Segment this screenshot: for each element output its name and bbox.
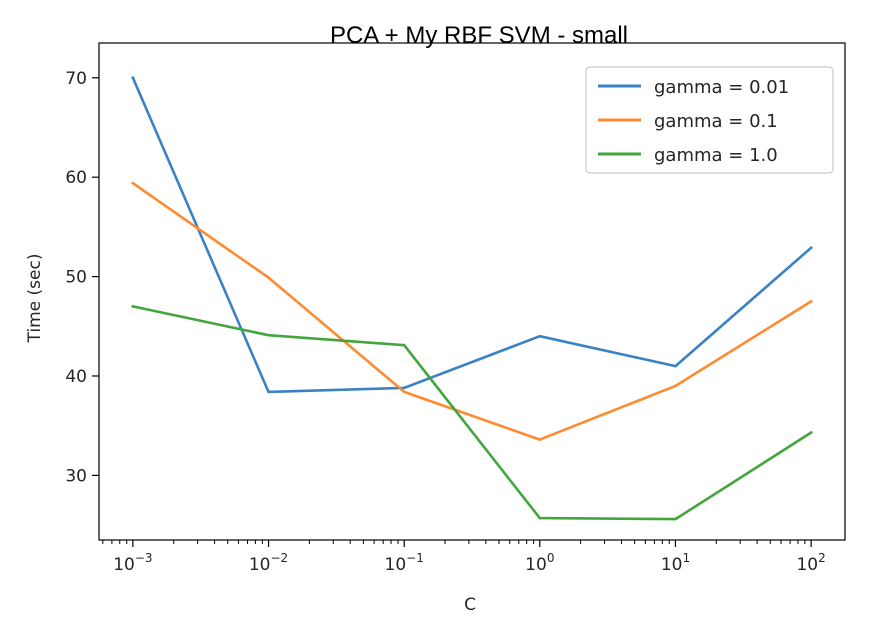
y-tick-label: 30 (65, 466, 87, 486)
series-line-1 (131, 76, 813, 394)
data-point (674, 517, 677, 521)
legend-entry: gamma = 0.1 (654, 111, 778, 132)
data-point (674, 384, 677, 388)
axis-ticks: 10−3 10−2 10−1 100 101 102 30 40 50 60 70 (65, 69, 825, 575)
legend-box (585, 66, 834, 174)
data-point (131, 76, 135, 80)
data-point (674, 364, 677, 368)
data-point (267, 390, 270, 394)
x-tick-label: 10−1 (385, 551, 424, 575)
y-tick-label: 40 (65, 367, 87, 387)
x-axis-label: C (464, 595, 476, 615)
data-point (402, 386, 406, 390)
y-tick-label: 60 (65, 168, 87, 188)
chart-title: PCA + My RBF SVM - small (330, 22, 628, 49)
x-tick-label: 100 (525, 551, 554, 575)
legend: gamma = 0.01 gamma = 0.1 gamma = 1.0 (585, 66, 834, 174)
y-tick-label: 50 (65, 268, 87, 288)
x-tick-label: 101 (661, 551, 690, 575)
data-point (267, 333, 270, 337)
data-point (809, 431, 813, 434)
legend-entry: gamma = 0.01 (654, 77, 789, 98)
data-point (538, 438, 542, 441)
data-point (131, 181, 135, 185)
data-point (267, 276, 270, 279)
data-point (538, 516, 542, 520)
x-tick-label: 10−2 (249, 551, 288, 575)
data-point (131, 305, 135, 308)
plot-frame (98, 42, 846, 541)
y-axis-label: Time (sec) (25, 254, 45, 344)
x-tick-label: 102 (796, 551, 825, 575)
series-line-2 (131, 181, 813, 441)
legend-entry: gamma = 1.0 (654, 145, 778, 166)
data-point (809, 300, 813, 303)
data-point (538, 334, 542, 338)
y-tick-label: 70 (65, 69, 87, 89)
data-point (402, 343, 406, 347)
data-point (402, 390, 406, 394)
data-point (809, 246, 813, 250)
series-layer (131, 76, 813, 521)
x-tick-label: 10−3 (113, 551, 152, 575)
series-line-3 (131, 304, 813, 521)
